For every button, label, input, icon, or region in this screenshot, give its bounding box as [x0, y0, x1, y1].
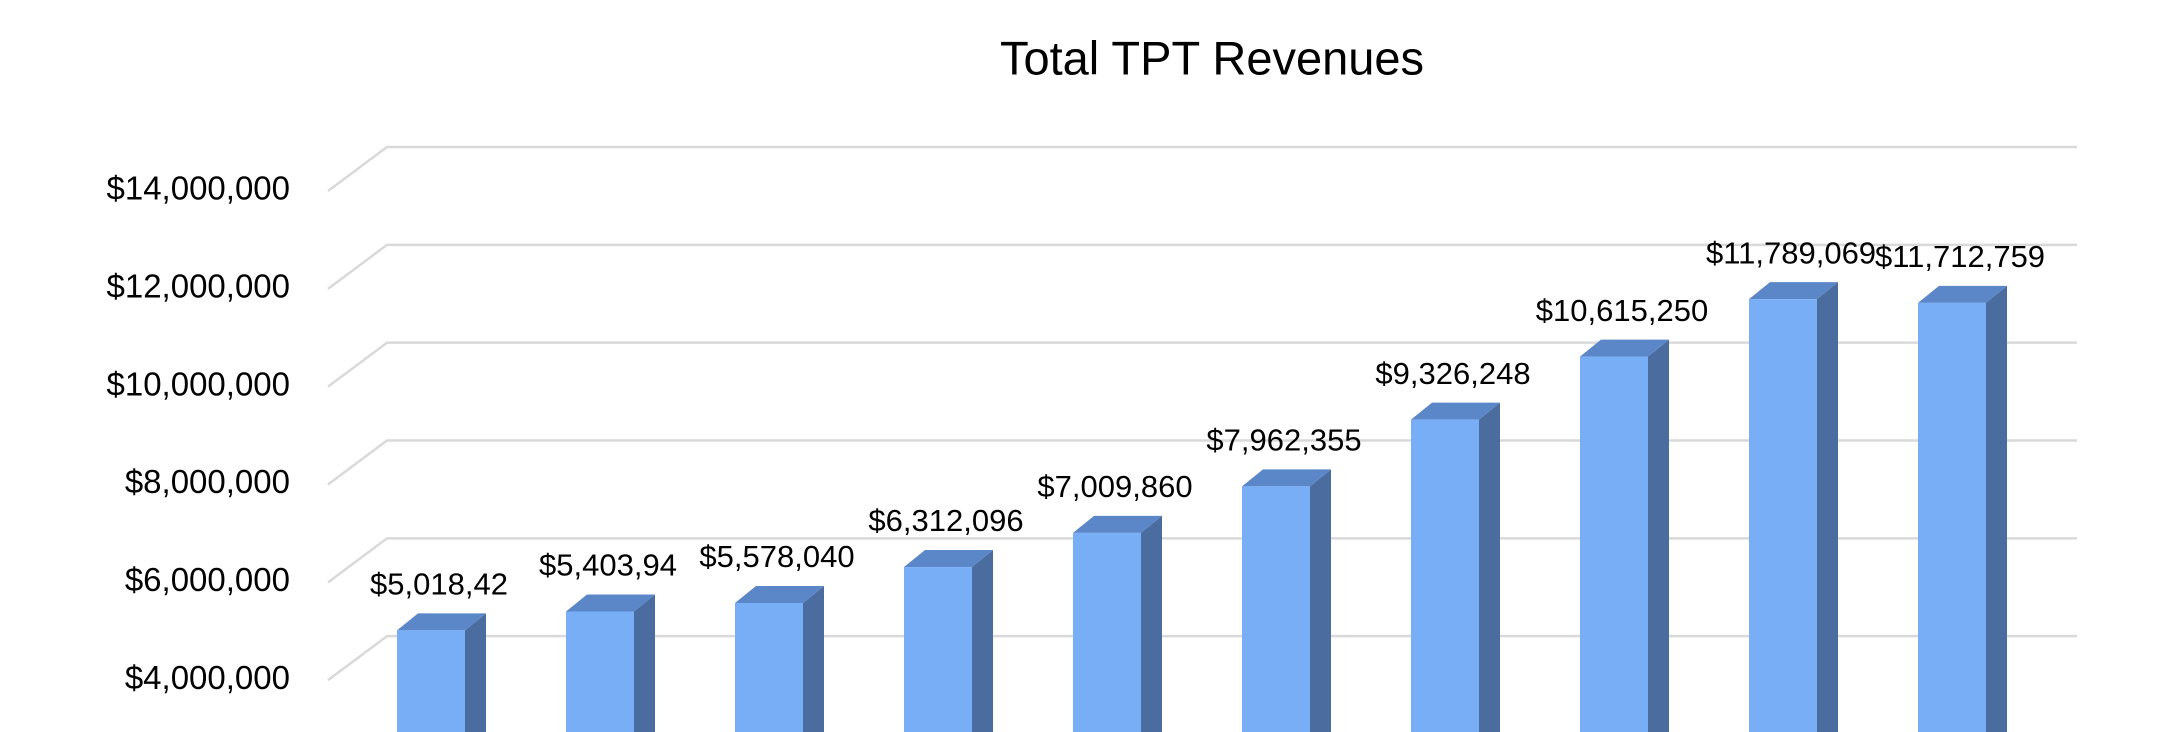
- data-label: $5,578,040: [699, 539, 854, 574]
- y-tick-label: $10,000,000: [106, 365, 290, 402]
- bar-top: [1749, 282, 1838, 300]
- bar-side: [1817, 282, 1838, 732]
- bar: [1242, 486, 1310, 732]
- bar-top: [397, 613, 486, 631]
- bar: [735, 602, 803, 732]
- bar-top: [1580, 339, 1669, 357]
- bar-side: [465, 613, 486, 732]
- bar-top: [904, 550, 993, 568]
- data-label: $11,789,069: [1706, 235, 1876, 270]
- bar: [1918, 302, 1986, 732]
- y-tick-label: $8,000,000: [125, 463, 290, 500]
- bar-side: [1310, 469, 1331, 732]
- labels: $4,000,000 $6,000,000 $8,000,000 $10,000,00…: [106, 170, 2045, 696]
- bar-top: [1918, 285, 2007, 303]
- data-label: $10,615,250: [1536, 293, 1708, 328]
- y-tick-label: $6,000,000: [125, 561, 290, 598]
- data-label: $9,326,248: [1375, 356, 1530, 391]
- grid-line: [327, 634, 2077, 682]
- data-label: $6,312,096: [868, 503, 1023, 538]
- bar-side: [972, 550, 993, 732]
- bar-side: [1479, 402, 1500, 732]
- bar-side: [1648, 339, 1669, 732]
- bar-top: [1242, 469, 1331, 487]
- grid-line: [327, 341, 2077, 388]
- data-label: $11,712,759: [1875, 239, 2045, 274]
- bar-side: [1986, 285, 2007, 732]
- y-tick-label: $14,000,000: [106, 170, 290, 207]
- bar-top: [566, 594, 655, 612]
- data-label: $7,009,860: [1037, 469, 1192, 504]
- bars: [397, 282, 2007, 732]
- grid: [327, 145, 2077, 682]
- grid-line: [327, 145, 2077, 193]
- data-label: $7,962,355: [1206, 423, 1361, 458]
- grid-line: [327, 243, 2077, 290]
- grid-line: [327, 439, 2077, 486]
- bar: [904, 567, 972, 732]
- bar: [397, 630, 465, 732]
- bar-side: [634, 594, 655, 732]
- bar-side: [1141, 515, 1162, 732]
- bar-top: [1411, 402, 1500, 420]
- bar: [1411, 419, 1479, 732]
- bar: [1073, 532, 1141, 732]
- bar: [1580, 356, 1648, 732]
- chart-title: Total TPT Revenues: [1000, 31, 1424, 84]
- data-label: $5,018,42: [370, 567, 508, 602]
- bar: [566, 611, 634, 732]
- y-tick-label: $12,000,000: [106, 268, 290, 305]
- data-label: $5,403,94: [539, 548, 677, 583]
- bar: [1749, 299, 1817, 732]
- bar-top: [1073, 515, 1162, 533]
- bar-top: [735, 585, 824, 603]
- bar-side: [803, 585, 824, 732]
- grid-line: [327, 537, 2077, 584]
- y-tick-label: $4,000,000: [125, 659, 290, 696]
